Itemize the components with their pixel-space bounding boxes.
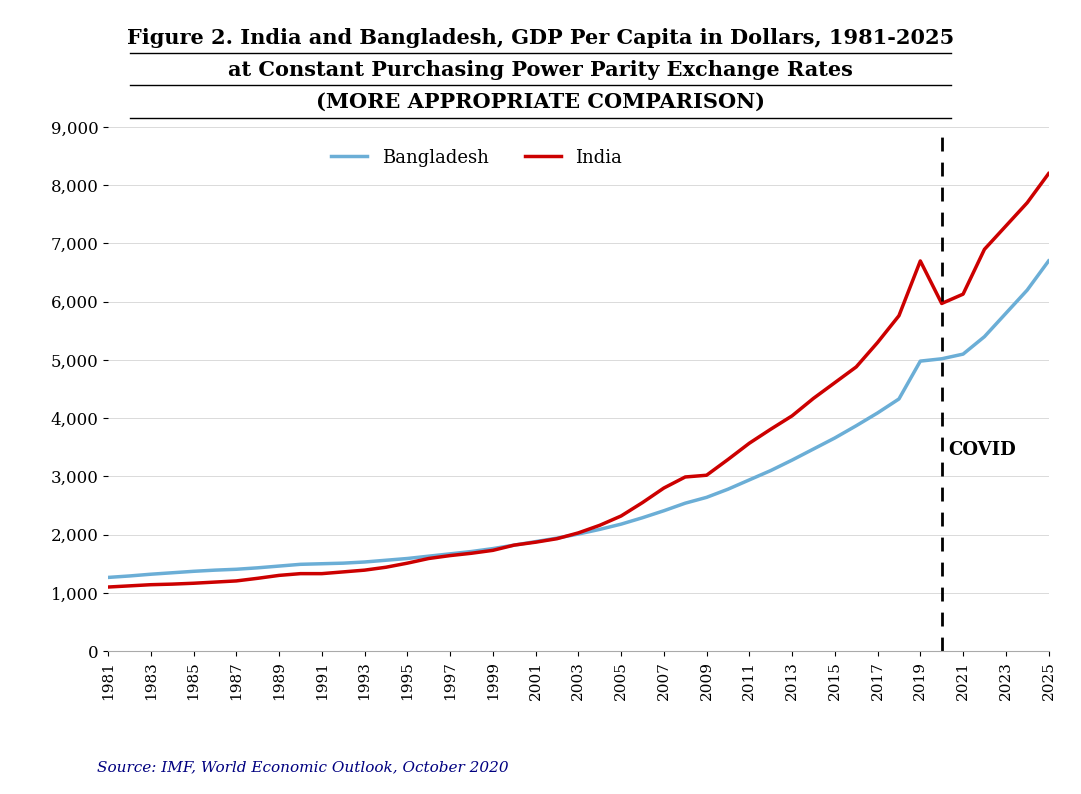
Bangladesh bbox=[572, 530, 585, 539]
Text: Source: IMF, World Economic Outlook, October 2020: Source: IMF, World Economic Outlook, Oct… bbox=[97, 760, 509, 774]
Bangladesh bbox=[123, 571, 136, 580]
Bangladesh bbox=[443, 549, 456, 559]
Bangladesh bbox=[935, 354, 948, 364]
India bbox=[893, 311, 906, 321]
India bbox=[913, 256, 926, 266]
Text: COVID: COVID bbox=[948, 441, 1016, 460]
Bangladesh bbox=[251, 563, 264, 572]
Bangladesh bbox=[636, 513, 649, 522]
India bbox=[957, 289, 970, 299]
Bangladesh bbox=[978, 332, 991, 341]
Bangladesh bbox=[529, 537, 542, 546]
Legend: Bangladesh, India: Bangladesh, India bbox=[324, 141, 629, 174]
India bbox=[978, 245, 991, 254]
Bangladesh bbox=[102, 572, 115, 582]
India bbox=[828, 378, 841, 387]
Bangladesh bbox=[786, 455, 799, 464]
India bbox=[443, 551, 456, 561]
Bangladesh bbox=[893, 394, 906, 403]
India bbox=[358, 565, 371, 575]
Bangladesh bbox=[379, 556, 392, 565]
India bbox=[636, 498, 649, 507]
Bangladesh bbox=[850, 421, 863, 430]
Bangladesh bbox=[657, 506, 670, 515]
India bbox=[572, 528, 585, 538]
India bbox=[316, 569, 329, 578]
India bbox=[379, 562, 392, 572]
India bbox=[251, 573, 264, 583]
Bangladesh bbox=[209, 565, 222, 575]
India bbox=[850, 362, 863, 372]
India bbox=[294, 569, 307, 578]
Bangladesh bbox=[1042, 256, 1055, 266]
India bbox=[529, 538, 542, 547]
Bangladesh bbox=[679, 499, 692, 508]
India bbox=[423, 553, 436, 563]
India bbox=[1042, 169, 1055, 179]
India bbox=[465, 549, 478, 558]
India bbox=[721, 455, 734, 464]
India bbox=[145, 580, 158, 589]
India bbox=[401, 558, 414, 568]
India bbox=[209, 577, 222, 587]
Line: Bangladesh: Bangladesh bbox=[108, 261, 1049, 577]
Bangladesh bbox=[336, 558, 349, 568]
India bbox=[165, 580, 178, 589]
India bbox=[336, 567, 349, 576]
Bangladesh bbox=[465, 547, 478, 557]
Text: Figure 2. India and Bangladesh, GDP Per Capita in Dollars, 1981-2025: Figure 2. India and Bangladesh, GDP Per … bbox=[126, 28, 955, 48]
Bangladesh bbox=[187, 567, 200, 576]
Bangladesh bbox=[999, 309, 1012, 318]
India bbox=[935, 299, 948, 308]
Bangladesh bbox=[806, 445, 819, 454]
India bbox=[272, 571, 285, 580]
Line: India: India bbox=[108, 174, 1049, 587]
Bangladesh bbox=[615, 519, 628, 529]
India bbox=[764, 425, 777, 434]
India bbox=[615, 511, 628, 521]
Bangladesh bbox=[957, 349, 970, 359]
India bbox=[700, 471, 713, 480]
Bangladesh bbox=[486, 544, 499, 553]
Bangladesh bbox=[272, 561, 285, 571]
Bangladesh bbox=[1020, 285, 1033, 295]
India bbox=[999, 222, 1012, 231]
Bangladesh bbox=[764, 466, 777, 476]
India bbox=[486, 545, 499, 555]
Bangladesh bbox=[316, 559, 329, 569]
India bbox=[786, 411, 799, 421]
Bangladesh bbox=[721, 484, 734, 494]
Bangladesh bbox=[871, 408, 884, 418]
Bangladesh bbox=[743, 475, 756, 484]
India bbox=[123, 581, 136, 591]
India bbox=[1020, 198, 1033, 207]
India bbox=[550, 534, 563, 543]
Bangladesh bbox=[550, 534, 563, 543]
India bbox=[508, 541, 521, 550]
Bangladesh bbox=[145, 569, 158, 579]
India bbox=[230, 576, 243, 586]
India bbox=[187, 579, 200, 588]
Bangladesh bbox=[423, 551, 436, 561]
India bbox=[806, 394, 819, 403]
Text: at Constant Purchasing Power Parity Exchange Rates: at Constant Purchasing Power Parity Exch… bbox=[228, 60, 853, 79]
India bbox=[871, 337, 884, 347]
Bangladesh bbox=[230, 565, 243, 574]
Bangladesh bbox=[165, 568, 178, 577]
Bangladesh bbox=[358, 557, 371, 567]
Bangladesh bbox=[401, 553, 414, 563]
Text: (MORE APPROPRIATE COMPARISON): (MORE APPROPRIATE COMPARISON) bbox=[316, 91, 765, 111]
Bangladesh bbox=[700, 492, 713, 502]
India bbox=[657, 484, 670, 493]
India bbox=[593, 521, 606, 530]
Bangladesh bbox=[508, 541, 521, 550]
Bangladesh bbox=[913, 357, 926, 366]
Bangladesh bbox=[828, 434, 841, 443]
India bbox=[102, 582, 115, 592]
Bangladesh bbox=[294, 560, 307, 569]
India bbox=[743, 438, 756, 448]
India bbox=[679, 472, 692, 482]
Bangladesh bbox=[593, 525, 606, 534]
